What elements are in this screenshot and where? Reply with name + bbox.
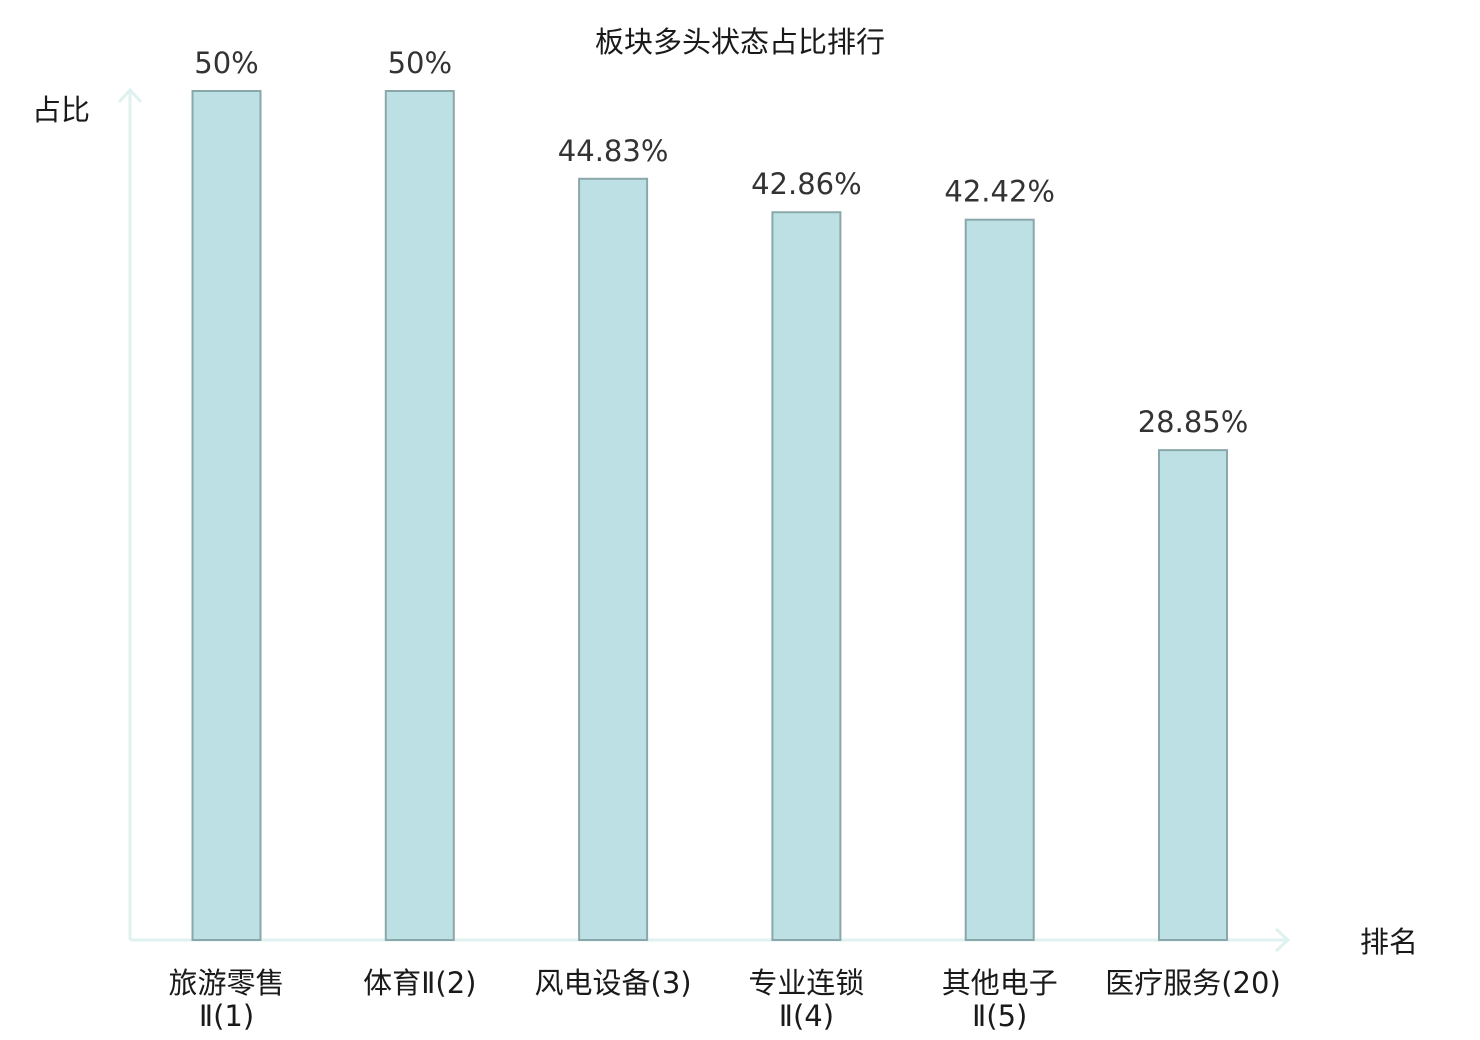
value-label-1: 50% bbox=[194, 46, 258, 80]
category-label-1-line-1: 旅游零售 bbox=[168, 966, 284, 1000]
value-label-4: 42.86% bbox=[751, 167, 862, 201]
category-label-6: 医疗服务(20) bbox=[1105, 966, 1281, 1000]
value-labels-group: 50% 50% 44.83% 42.86% 42.42% 28.85% bbox=[194, 46, 1248, 439]
category-label-5-line-2: Ⅱ(5) bbox=[972, 999, 1027, 1033]
category-label-5-line-1: 其他电子 bbox=[942, 966, 1058, 1000]
bar-4 bbox=[771, 211, 842, 942]
bars-group bbox=[191, 90, 1228, 942]
category-label-4-line-2: Ⅱ(4) bbox=[779, 999, 834, 1033]
chart-title: 板块多头状态占比排行 bbox=[595, 25, 885, 59]
bar-3 bbox=[578, 177, 649, 941]
value-label-2: 50% bbox=[388, 46, 452, 80]
bar-5 bbox=[964, 218, 1035, 942]
category-label-2: 体育Ⅱ(2) bbox=[363, 966, 476, 1000]
value-label-6: 28.85% bbox=[1138, 405, 1249, 439]
x-axis-arrow-icon bbox=[1274, 927, 1291, 953]
category-label-4-line-1: 专业连锁 bbox=[748, 966, 864, 1000]
category-label-1-line-2: Ⅱ(1) bbox=[199, 999, 254, 1033]
x-axis-label: 排名 bbox=[1360, 925, 1418, 959]
y-axis-label: 占比 bbox=[32, 93, 90, 127]
value-label-5: 42.42% bbox=[944, 175, 1055, 209]
bar-1 bbox=[191, 90, 262, 941]
category-label-3: 风电设备(3) bbox=[535, 966, 692, 1000]
bar-6 bbox=[1158, 449, 1228, 941]
y-axis-arrow-icon bbox=[117, 87, 143, 104]
bar-2 bbox=[384, 90, 455, 941]
value-label-3: 44.83% bbox=[558, 134, 669, 168]
